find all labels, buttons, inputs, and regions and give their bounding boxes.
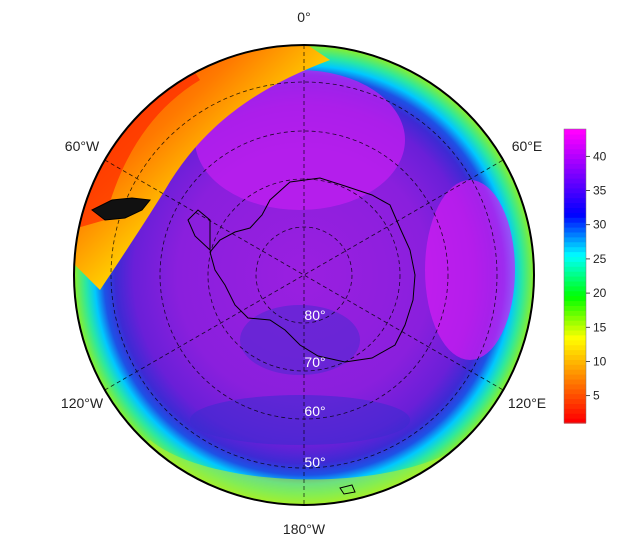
island-outline	[339, 484, 356, 495]
colorbar-band	[564, 231, 586, 238]
colorbar-tick-label: 30	[593, 218, 607, 232]
colorbar-band	[564, 182, 586, 189]
colorbar-band	[564, 222, 586, 228]
colorbar-band	[564, 202, 586, 208]
lon-label-60w: 60°W	[65, 138, 100, 154]
colorbar-band	[564, 388, 586, 395]
colorbar-tick-label: 40	[593, 149, 607, 163]
colorbar-band	[564, 163, 586, 169]
colorbar-tick-label: 25	[593, 252, 607, 266]
colorbar-band	[564, 418, 586, 424]
colorbar-band	[564, 207, 586, 213]
colorbar-band	[564, 310, 586, 316]
colorbar-band	[564, 168, 586, 174]
colorbar-band	[564, 241, 586, 248]
colorbar-band	[564, 261, 586, 267]
lon-label-180w: 180°W	[283, 521, 326, 537]
colorbar-band	[564, 383, 586, 390]
colorbar-band	[564, 300, 586, 306]
colorbar-band	[564, 256, 586, 262]
colorbar-tick-label: 10	[593, 354, 607, 368]
lat-label-50: 50°	[304, 454, 325, 470]
colorbar-band	[564, 197, 586, 204]
colorbar-band	[564, 138, 586, 145]
colorbar-band	[564, 133, 586, 140]
colorbar-band	[564, 153, 586, 159]
colorbar-band	[564, 178, 586, 184]
colorbar-band	[564, 192, 586, 199]
lat-label-60: 60°	[304, 403, 325, 419]
colorbar-band	[564, 344, 586, 351]
colorbar-band	[564, 413, 586, 419]
colorbar-tick-label: 20	[593, 286, 607, 300]
colorbar-band	[564, 320, 586, 326]
colorbar-band	[564, 305, 586, 311]
antarctica-coastline	[187, 177, 416, 363]
colorbar: 5 10 15 20 25 30 35 40	[563, 128, 607, 424]
colorbar-band	[564, 148, 586, 155]
colorbar-band	[564, 173, 586, 179]
colorbar-band	[564, 187, 586, 194]
colorbar-band	[564, 398, 586, 404]
colorbar-band	[564, 236, 586, 243]
colorbar-band	[564, 378, 586, 385]
colorbar-band	[564, 369, 586, 375]
graticule	[104, 45, 504, 505]
colorbar-band	[564, 339, 586, 346]
lat-label-70: 70°	[304, 354, 325, 370]
colorbar-band	[564, 271, 586, 277]
colorbar-tick-label: 35	[593, 184, 607, 198]
colorbar-band	[564, 364, 586, 370]
colorbar-band	[564, 251, 586, 257]
colorbar-band	[564, 349, 586, 355]
colorbar-band	[564, 408, 586, 414]
colorbar-band	[564, 329, 586, 336]
lon-label-0: 0°	[297, 9, 310, 25]
colorbar-tick-label: 5	[593, 389, 600, 403]
colorbar-band	[564, 403, 586, 409]
colorbar-band	[564, 276, 586, 282]
colorbar-band	[564, 295, 586, 302]
colorbar-band	[564, 354, 586, 360]
colorbar-band	[564, 359, 586, 365]
colorbar-band	[564, 374, 586, 380]
colorbar-frame	[563, 128, 587, 424]
colorbar-band	[564, 285, 586, 292]
colorbar-tick-label: 15	[593, 320, 607, 334]
colorbar-band	[564, 315, 586, 321]
colorbar-band	[564, 158, 586, 164]
lat-label-80: 80°	[304, 307, 325, 323]
colorbar-band	[564, 143, 586, 150]
colorbar-band	[564, 325, 586, 331]
colorbar-band	[564, 290, 586, 297]
colorbar-band	[564, 266, 586, 272]
colorbar-band	[564, 212, 586, 218]
colorbar-band	[564, 280, 586, 287]
south-america-coastline	[91, 197, 151, 221]
colorbar-band	[564, 393, 586, 400]
lon-label-60e: 60°E	[512, 138, 543, 154]
colorbar-band	[564, 246, 586, 253]
data-field	[74, 45, 534, 505]
colorbar-band	[564, 227, 586, 233]
lon-label-120e: 120°E	[508, 395, 546, 411]
colorbar-band	[564, 129, 586, 135]
lon-label-120w: 120°W	[61, 395, 104, 411]
colorbar-band	[564, 334, 586, 341]
colorbar-band	[564, 217, 586, 223]
map-boundary	[73, 44, 535, 506]
